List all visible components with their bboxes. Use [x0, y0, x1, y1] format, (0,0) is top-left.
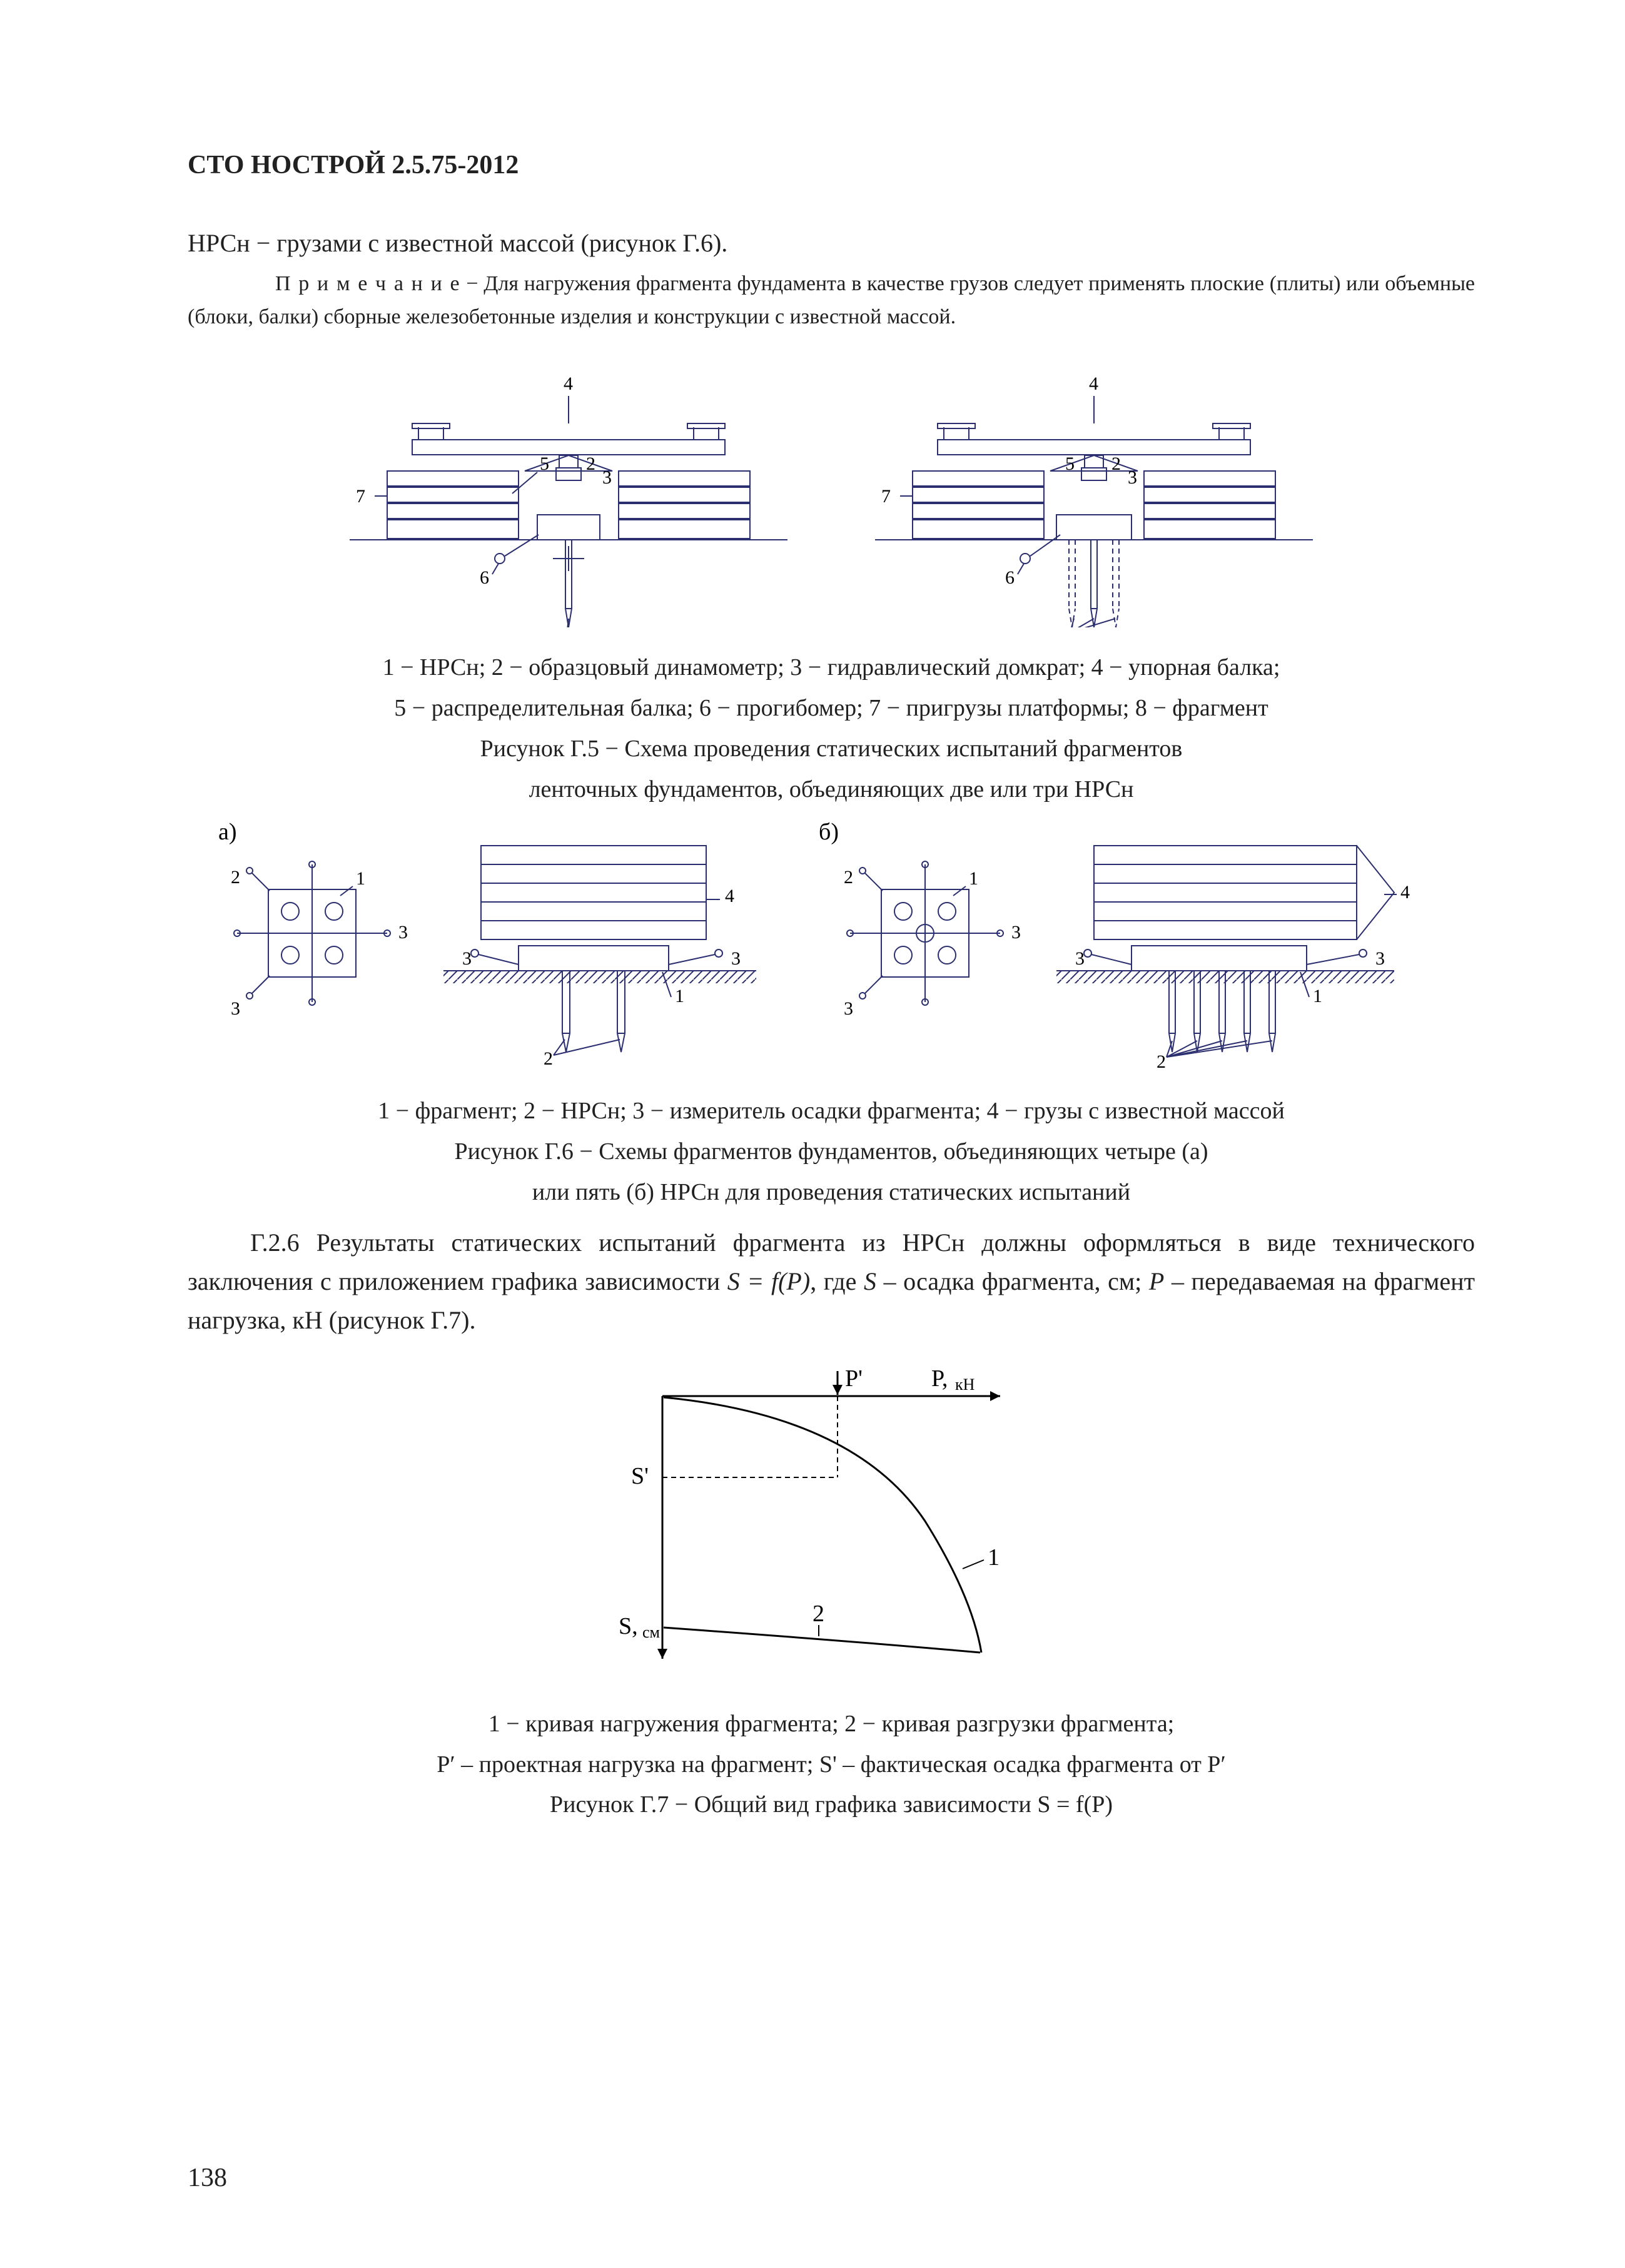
g26-c: – осадка фрагмента, см; [876, 1267, 1149, 1295]
g5-legend-1: 1 − НРСн; 2 − образцовый динамометр; 3 −… [188, 649, 1475, 686]
figure-g7: P' P, кН S, см S' 1 2 [188, 1359, 1475, 1687]
g6a-l2: 2 [231, 867, 240, 888]
g5r-label-5: 5 [1065, 453, 1075, 474]
g6a-l1: 1 [356, 868, 365, 889]
g5-title-2: ленточных фундаментов, объединяющих две … [188, 771, 1475, 808]
g5-title-1: Рисунок Г.5 − Схема проведения статическ… [188, 731, 1475, 767]
g6b-l1b: 1 [1313, 986, 1322, 1006]
g5-label-2: 2 [586, 453, 595, 474]
note: П р и м е ч а н и е − Для нагружения фра… [188, 268, 1475, 333]
g7-axis-S: S, [619, 1613, 638, 1639]
g7-Sprime: S' [631, 1463, 649, 1489]
g5-label-5: 5 [540, 453, 549, 474]
g6a-l3c: 3 [462, 948, 472, 969]
g5r-label-1: 1 [1063, 625, 1072, 627]
g6b-l3c: 3 [1075, 948, 1085, 969]
g5-label-7: 7 [356, 486, 365, 507]
g6a-l3b: 3 [398, 922, 408, 943]
g6-panel-a: а) [218, 821, 237, 845]
figure-g5: 4 5 2 3 7 6 1 [188, 352, 1475, 630]
g26-formula: S = f(P) [727, 1267, 810, 1295]
g7-axis-S-unit: см [642, 1623, 660, 1641]
g6b-l3b: 3 [1011, 922, 1021, 943]
g6a-l2b: 2 [544, 1048, 553, 1069]
g5-label-4: 4 [564, 373, 573, 394]
paragraph-1: НРСн − грузами с известной массой (рисун… [188, 224, 1475, 263]
g5-legend-2: 5 − распределительная балка; 6 − прогибо… [188, 690, 1475, 727]
g7-Pprime: P' [845, 1365, 863, 1392]
g26-b: , где [810, 1267, 864, 1295]
g6b-l4: 4 [1400, 882, 1410, 903]
g6b-l2: 2 [844, 867, 853, 888]
g7-legend1: 1 − кривая нагружения фрагмента; 2 − кри… [188, 1706, 1475, 1743]
g6b-l1: 1 [969, 868, 978, 889]
g6a-l3d: 3 [731, 948, 741, 969]
g5-label-1: 1 [562, 624, 572, 627]
page-header: СТО НОСТРОЙ 2.5.75-2012 [188, 150, 1475, 180]
g5-label-3: 3 [602, 467, 612, 488]
g6a-l1b: 1 [675, 986, 684, 1006]
g6-legend: 1 − фрагмент; 2 − НРСн; 3 − измеритель о… [188, 1093, 1475, 1130]
g26-S: S [864, 1267, 876, 1295]
g6a-l4: 4 [725, 886, 734, 906]
g6-panel-b: б) [819, 821, 839, 845]
g6b-l3: 3 [844, 998, 853, 1019]
g7-legend2: P′ – проектная нагрузка на фрагмент; S' … [188, 1746, 1475, 1783]
note-label: П р и м е ч а н и е [275, 272, 461, 295]
g6-title-1: Рисунок Г.6 − Схемы фрагментов фундамент… [188, 1133, 1475, 1170]
g5r-label-7: 7 [881, 486, 891, 507]
g6-title-2: или пять (б) НРСн для проведения статиче… [188, 1174, 1475, 1211]
g26-P: P [1149, 1267, 1164, 1295]
g6b-l3d: 3 [1375, 948, 1385, 969]
g7-curve1: 1 [988, 1544, 1000, 1571]
g6a-l3: 3 [231, 998, 240, 1019]
g7-curve2: 2 [812, 1601, 824, 1627]
g5r-label-4: 4 [1089, 373, 1098, 394]
g5-label-6: 6 [480, 567, 489, 588]
g7-axis-P: P, [931, 1365, 948, 1392]
figure-g6: а) б) 2 1 3 3 [188, 821, 1475, 1074]
page-number: 138 [188, 2163, 227, 2193]
g5r-label-2: 2 [1111, 453, 1121, 474]
g7-title: Рисунок Г.7 − Общий вид графика зависимо… [188, 1786, 1475, 1823]
g7-axis-P-unit: кН [955, 1375, 975, 1394]
g5r-label-3: 3 [1128, 467, 1137, 488]
g6b-l2b: 2 [1157, 1051, 1166, 1071]
g5r-label-6: 6 [1005, 567, 1015, 588]
paragraph-g26: Г.2.6 Результаты статических испытаний ф… [188, 1223, 1475, 1340]
